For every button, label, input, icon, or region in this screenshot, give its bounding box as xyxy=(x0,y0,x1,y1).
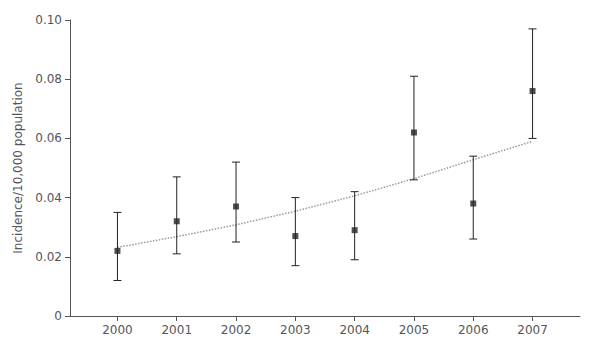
svg-text:0.10: 0.10 xyxy=(35,13,62,27)
svg-text:2007: 2007 xyxy=(517,323,548,337)
svg-text:2003: 2003 xyxy=(280,323,311,337)
svg-text:2002: 2002 xyxy=(221,323,252,337)
svg-text:2006: 2006 xyxy=(458,323,489,337)
svg-text:2000: 2000 xyxy=(102,323,133,337)
svg-text:0.08: 0.08 xyxy=(35,72,62,86)
svg-text:2001: 2001 xyxy=(161,323,192,337)
svg-text:2005: 2005 xyxy=(399,323,430,337)
svg-text:0.04: 0.04 xyxy=(35,191,62,205)
svg-text:Incidence/10,000 population: Incidence/10,000 population xyxy=(11,82,25,253)
svg-text:0: 0 xyxy=(54,309,62,323)
svg-text:0.02: 0.02 xyxy=(35,250,62,264)
svg-text:2004: 2004 xyxy=(339,323,370,337)
svg-text:0.06: 0.06 xyxy=(35,131,62,145)
